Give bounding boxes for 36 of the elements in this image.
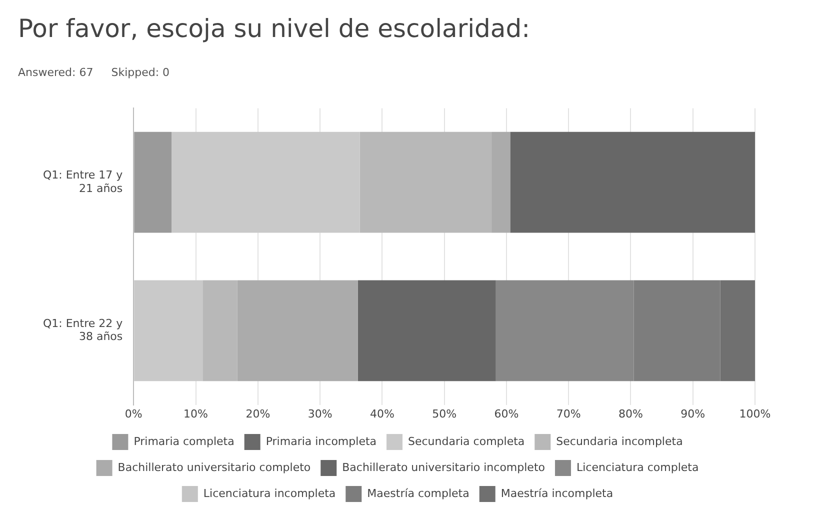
x-tick-label: 100% — [739, 407, 771, 420]
bar — [492, 132, 510, 233]
bar — [134, 280, 203, 382]
legend-label: Primaria completa — [134, 434, 234, 448]
bar — [510, 132, 755, 233]
x-tick-label: 80% — [618, 407, 643, 420]
y-tick-label: Q1: Entre 22 y 38 años — [42, 316, 124, 344]
x-tick-label: 90% — [680, 407, 706, 420]
x-tick-label: 60% — [494, 407, 519, 420]
x-tick-label: 30% — [308, 407, 332, 420]
x-tick-label: 50% — [432, 407, 457, 420]
legend-label: Bachillerato universitario incompleto — [342, 460, 546, 474]
legend-label: Maestría completa — [367, 486, 470, 500]
legend-label: Secundaria incompleta — [556, 434, 683, 448]
x-tick-label: 10% — [184, 407, 208, 420]
bar — [172, 132, 360, 233]
legend-label: Secundaria completa — [408, 434, 525, 448]
x-tick-label: 0% — [124, 407, 142, 420]
bar — [237, 280, 358, 382]
legend-label: Bachillerato universitario completo — [118, 460, 311, 474]
x-tick-label: 70% — [556, 407, 581, 420]
chart-title: Por favor, escoja su nivel de escolaridad: — [18, 14, 530, 43]
legend-label: Licenciatura incompleta — [203, 486, 336, 500]
bar — [720, 280, 755, 382]
bar — [360, 132, 492, 233]
legend-label: Primaria incompleta — [266, 434, 377, 448]
bar — [358, 280, 496, 382]
bar — [202, 280, 238, 382]
legend-label: Maestría incompleta — [500, 486, 614, 500]
legend-label: Licenciatura completa — [576, 460, 699, 474]
x-tick-label: 40% — [370, 407, 394, 420]
text: Skipped: 0 — [111, 66, 170, 79]
text: Answered: 67 — [18, 66, 94, 79]
y-tick-label: Q1: Entre 17 y 21 años — [42, 168, 124, 195]
bar — [134, 132, 172, 233]
x-tick-label: 20% — [246, 407, 270, 420]
